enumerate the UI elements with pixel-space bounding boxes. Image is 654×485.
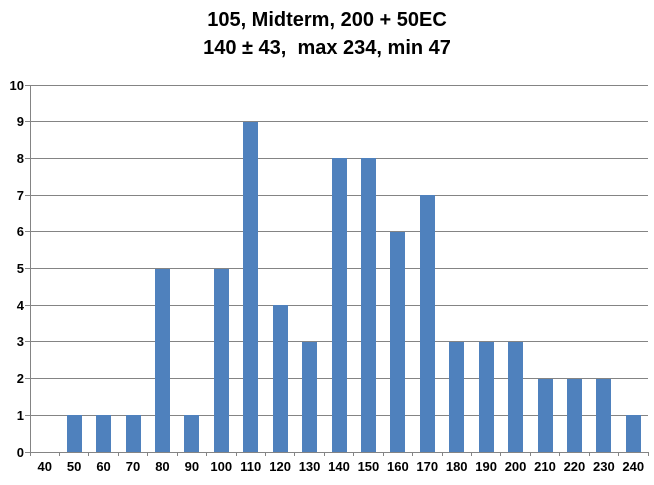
- x-axis-tick-label: 170: [416, 459, 439, 474]
- bar-140: [331, 158, 347, 452]
- gridline: [25, 157, 648, 159]
- gridline: [25, 84, 648, 86]
- x-axis-tick-label: 200: [504, 459, 527, 474]
- x-axis-tick-label: 140: [328, 459, 350, 474]
- bar-110: [243, 121, 259, 452]
- x-axis-tick: [618, 452, 620, 456]
- gridline: [25, 121, 648, 123]
- x-axis-tick: [206, 452, 208, 456]
- x-axis-tick-label: 110: [240, 459, 262, 474]
- x-axis-tick-label: 190: [475, 459, 497, 474]
- bar-230: [596, 378, 612, 452]
- x-axis-tick-label: 100: [210, 459, 233, 474]
- bar-150: [360, 158, 376, 452]
- chart-title: 105, Midterm, 200 + 50EC 140 ± 43, max 2…: [0, 6, 654, 62]
- y-axis-tick-label: 10: [9, 77, 24, 93]
- x-axis-tick: [235, 452, 237, 456]
- y-axis-line: [30, 85, 31, 453]
- x-axis-tick: [529, 452, 531, 456]
- bar-220: [566, 378, 582, 452]
- bar-240: [625, 415, 641, 452]
- x-axis-line: [25, 451, 648, 453]
- x-axis-tick: [264, 452, 266, 456]
- y-axis-tick-label: 5: [16, 261, 24, 276]
- x-axis-tick-label: 90: [184, 459, 200, 474]
- y-axis-tick-label: 8: [16, 150, 24, 166]
- x-axis-tick: [117, 452, 119, 456]
- x-axis-tick-label: 60: [96, 459, 111, 474]
- x-axis-tick: [382, 452, 384, 456]
- x-axis-tick: [353, 452, 355, 456]
- y-axis-tick-label: 2: [16, 371, 24, 387]
- x-axis-tick: [647, 452, 649, 456]
- y-axis-tick-label: 1: [16, 407, 24, 423]
- x-axis-tick: [470, 452, 472, 456]
- bar-60: [96, 415, 112, 452]
- x-axis-tick-label: 230: [592, 459, 615, 474]
- x-axis-tick-label: 50: [66, 459, 82, 474]
- x-axis-tick-label: 180: [445, 459, 468, 474]
- x-axis-tick: [147, 452, 149, 456]
- x-axis-tick: [559, 452, 561, 456]
- x-axis-tick: [29, 452, 31, 456]
- bar-50: [66, 415, 82, 452]
- bar-70: [125, 415, 141, 452]
- y-axis-tick-label: 9: [16, 114, 24, 130]
- x-axis-tick: [588, 452, 590, 456]
- bar-170: [419, 195, 435, 452]
- plot-area: 0 1 2 3 4 5 6 7 8 9 10 40 50 60 70 80 90 100 110 120 130 140 1…: [10, 79, 649, 473]
- x-axis-tick-label: 210: [534, 459, 556, 474]
- x-axis-tick-label: 220: [563, 459, 586, 474]
- x-axis-tick: [323, 452, 325, 456]
- bar-210: [537, 378, 553, 452]
- x-axis-tick: [412, 452, 414, 456]
- bar-130: [302, 341, 318, 452]
- x-axis-tick-label: 130: [298, 459, 321, 474]
- bar-100: [213, 268, 229, 452]
- y-axis-tick-label: 7: [16, 187, 24, 203]
- y-axis-tick-label: 0: [16, 444, 24, 460]
- x-axis-tick: [294, 452, 296, 456]
- x-axis-tick-label: 240: [622, 459, 645, 474]
- bar-190: [478, 341, 494, 452]
- bar-180: [449, 341, 465, 452]
- bar-200: [508, 341, 524, 452]
- bar-160: [390, 231, 406, 452]
- x-axis-tick: [500, 452, 502, 456]
- x-axis-tick-label: 70: [125, 459, 141, 474]
- x-axis-tick: [441, 452, 443, 456]
- bar-120: [272, 305, 288, 452]
- chart-title-line1: 105, Midterm, 200 + 50EC: [207, 9, 447, 31]
- chart-title-line2: 140 ± 43, max 234, min 47: [203, 37, 451, 59]
- x-axis-tick: [88, 452, 90, 456]
- bar-80: [154, 268, 170, 452]
- y-axis-tick-label: 4: [16, 297, 24, 313]
- x-axis-tick-label: 150: [357, 459, 380, 474]
- x-axis-tick-label: 80: [155, 459, 170, 474]
- bar-90: [184, 415, 200, 452]
- x-axis-tick: [58, 452, 60, 456]
- y-axis-tick-label: 6: [16, 224, 24, 240]
- x-axis-tick-label: 40: [37, 459, 52, 474]
- x-axis-tick: [176, 452, 178, 456]
- x-axis-tick-label: 160: [386, 459, 409, 474]
- y-axis-tick-label: 3: [16, 334, 24, 350]
- x-axis-tick-label: 120: [269, 459, 291, 474]
